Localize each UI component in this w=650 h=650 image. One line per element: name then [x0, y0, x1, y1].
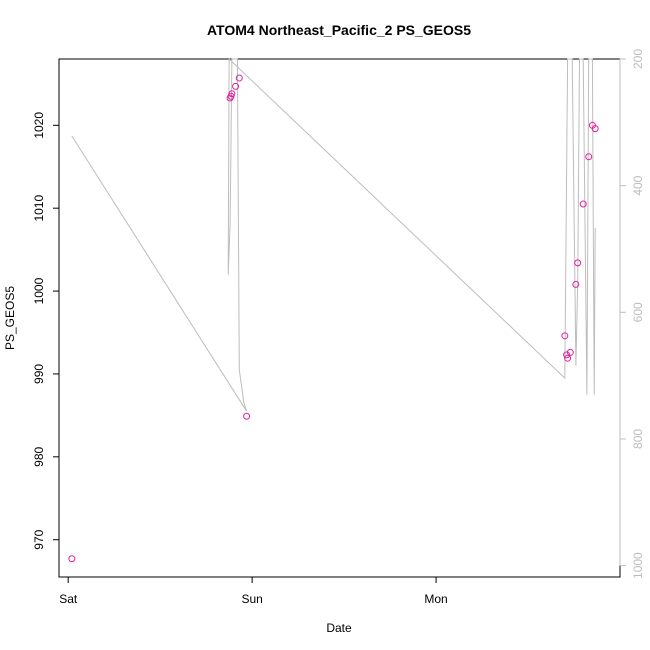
- y-axis-left: 970 980 990 1000 1010 1020: [32, 112, 60, 550]
- y-axis-right: 200 400 600 800 1000: [619, 49, 645, 579]
- data-point: [243, 412, 251, 420]
- x-tick-label: Mon: [424, 592, 447, 606]
- data-point: [572, 280, 580, 288]
- y2-tick-label: 400: [631, 175, 645, 195]
- data-point: [566, 348, 574, 356]
- y2-tick-label: 1000: [631, 552, 645, 579]
- y-tick-label: 1020: [32, 112, 46, 139]
- chart-title: ATOM4 Northeast_Pacific_2 PS_GEOS5: [207, 22, 471, 38]
- series-line: [71, 57, 597, 412]
- data-point: [68, 555, 76, 563]
- data-line-group: [71, 57, 597, 412]
- y-tick-label: 990: [32, 364, 46, 384]
- y2-tick-label: 600: [631, 302, 645, 322]
- data-point: [564, 354, 572, 362]
- y-tick-label: 1010: [32, 195, 46, 222]
- data-point: [591, 125, 599, 133]
- data-point: [235, 74, 243, 82]
- data-point: [561, 332, 569, 340]
- x-axis-label: Date: [326, 621, 352, 635]
- x-axis: Sat Sun Mon: [59, 576, 448, 606]
- y-axis-label: PS_GEOS5: [3, 286, 17, 350]
- data-points-group: [68, 74, 599, 563]
- data-point: [232, 82, 240, 90]
- x-tick-label: Sat: [59, 592, 78, 606]
- data-point: [585, 153, 593, 161]
- y-tick-label: 980: [32, 446, 46, 466]
- plot-frame: [58, 58, 621, 578]
- y-tick-label: 970: [32, 529, 46, 549]
- data-point: [579, 200, 587, 208]
- data-point: [574, 259, 582, 267]
- x-tick-label: Sun: [241, 592, 262, 606]
- y2-tick-label: 200: [631, 49, 645, 69]
- data-point: [228, 90, 236, 98]
- y-tick-label: 1000: [32, 277, 46, 304]
- y2-tick-label: 800: [631, 429, 645, 449]
